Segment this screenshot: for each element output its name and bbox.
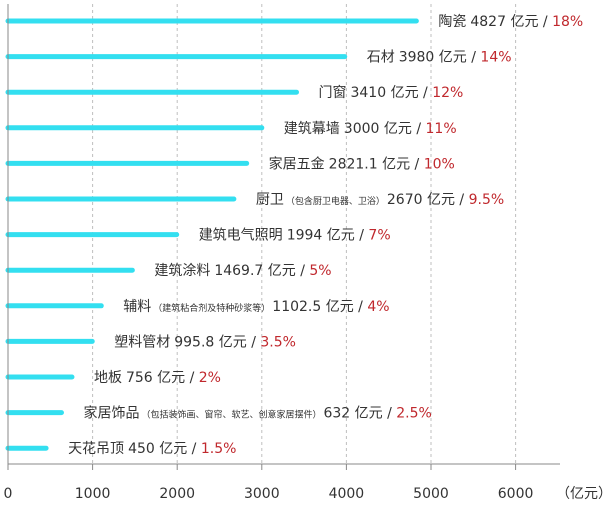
bar-label-note: （建筑粘合剂及特种砂浆等） [153, 302, 270, 314]
bar-label-name: 建筑电气照明 [199, 228, 283, 244]
bar-label-separator: / [383, 406, 397, 422]
x-tick-label: 2000 [159, 486, 195, 502]
bar-label-separator: / [410, 156, 424, 172]
bar-label-percent: 2.5% [396, 406, 432, 422]
x-axis-ticks: 0 1000 2000 3000 4000 5000 6000 [4, 464, 534, 502]
bar-label-value: 4827 亿元 [470, 14, 538, 30]
bar-label-value: 2821.1 亿元 [329, 156, 410, 172]
bar-label: 塑料管材 995.8 亿元 / 3.5% [114, 334, 296, 350]
bar-label: 建筑涂料 1469.7 亿元 / 5% [154, 263, 331, 279]
bar-label-separator: / [538, 14, 552, 30]
bar-label-separator: / [412, 121, 426, 137]
bar-label-value: 1469.7 亿元 [214, 263, 295, 279]
bar-label-name: 地板 [94, 370, 122, 386]
bar-label-value: 2670 亿元 [387, 192, 455, 208]
bars [5, 18, 419, 451]
bar-label-name: 家居饰品 [83, 405, 139, 422]
x-tick-label: 0 [4, 486, 13, 502]
bar-label-percent: 12% [432, 85, 463, 101]
bar-label-percent: 2% [199, 370, 221, 386]
bar-label-note: （包含厨卫电器、卫浴） [286, 195, 385, 207]
x-tick-label: 1000 [75, 486, 111, 502]
bar-label-name: 家居五金 [269, 155, 325, 172]
bar-label: 家居五金 2821.1 亿元 / 10% [269, 155, 455, 172]
bar-label-separator: / [455, 192, 469, 208]
bar-label-separator: / [354, 299, 368, 315]
x-tick-label: 3000 [244, 486, 280, 502]
bar-label: 陶瓷 4827 亿元 / 18% [438, 14, 583, 30]
bar-label-value: 3410 亿元 [350, 85, 418, 101]
bar-label-percent: 11% [426, 121, 457, 137]
bar-label-percent: 9.5% [469, 192, 505, 208]
bar-label: 家居饰品 （包括装饰画、窗帘、软艺、创意家居摆件） 632 亿元 / 2.5% [83, 405, 431, 422]
bar-label: 石材 3980 亿元 / 14% [367, 50, 512, 66]
bar-label-note: （包括装饰画、窗帘、软艺、创意家居摆件） [141, 409, 321, 421]
bar-label-value: 450 亿元 [128, 441, 187, 457]
bar-label-value: 3980 亿元 [399, 50, 467, 66]
bar-label-percent: 10% [424, 156, 455, 172]
bar-label: 门窗 3410 亿元 / 12% [318, 84, 463, 101]
bar-label-percent: 7% [368, 228, 390, 244]
bar-label-name: 建筑幕墙 [284, 121, 340, 137]
x-tick-label: 5000 [413, 486, 449, 502]
bar-label-name: 石材 [367, 50, 395, 66]
bar-label-value: 1102.5 亿元 [272, 299, 353, 315]
bar-labels: 陶瓷 4827 亿元 / 18% 石材 3980 亿元 / 14% 门窗 3410 亿元 … [68, 14, 583, 457]
bar-label-name: 陶瓷 [438, 14, 466, 30]
bar-label-separator: / [355, 228, 369, 244]
bar-label-percent: 5% [309, 263, 331, 279]
bar-label-percent: 4% [367, 299, 389, 315]
bar-label: 厨卫 （包含厨卫电器、卫浴） 2670 亿元 / 9.5% [256, 192, 504, 208]
x-axis-unit-label: （亿元） [556, 486, 612, 502]
bar-label-name: 塑料管材 [114, 334, 170, 350]
bar-label: 地板 756 亿元 / 2% [94, 370, 221, 386]
bar-label: 建筑幕墙 3000 亿元 / 11% [284, 121, 457, 137]
bar-label-separator: / [467, 50, 481, 66]
bar-label-separator: / [419, 85, 433, 101]
bar-label-separator: / [185, 370, 199, 386]
bar-label-name: 天花吊顶 [68, 441, 124, 457]
bar-label-value: 632 亿元 [323, 406, 382, 422]
bar-label-percent: 14% [480, 50, 511, 66]
bar-label-value: 1994 亿元 [287, 228, 355, 244]
bar-label-name: 建筑涂料 [154, 263, 210, 279]
bar-label-separator: / [247, 334, 261, 350]
bar-label-separator: / [296, 263, 310, 279]
bar-label-value: 3000 亿元 [344, 121, 412, 137]
bar-label: 建筑电气照明 1994 亿元 / 7% [199, 228, 391, 244]
bar-label-percent: 3.5% [260, 334, 296, 350]
x-tick-label: 6000 [498, 486, 534, 502]
bar-label-value: 995.8 亿元 [174, 334, 247, 350]
bar-label-separator: / [187, 441, 201, 457]
bar-label-percent: 18% [552, 14, 583, 30]
bar-label: 辅料 （建筑粘合剂及特种砂浆等） 1102.5 亿元 / 4% [123, 299, 389, 315]
bar-label-name: 厨卫 [256, 192, 284, 208]
bar-label-name: 门窗 [318, 84, 346, 101]
x-tick-label: 4000 [329, 486, 365, 502]
bar-label-name: 辅料 [123, 299, 151, 315]
bar-label-percent: 1.5% [201, 441, 237, 457]
bar-label-value: 756 亿元 [126, 370, 185, 386]
bar-label: 天花吊顶 450 亿元 / 1.5% [68, 441, 236, 457]
